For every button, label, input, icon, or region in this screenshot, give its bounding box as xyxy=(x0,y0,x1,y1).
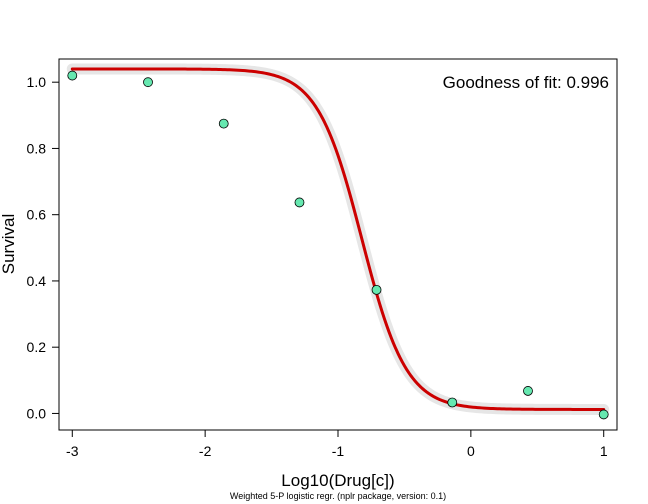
y-tick-label: 0.8 xyxy=(27,140,47,156)
data-point xyxy=(294,197,305,208)
x-tick-label: 0 xyxy=(467,443,475,459)
y-axis: 0.0 0.2 0.4 0.6 0.8 1.0 xyxy=(27,74,60,421)
data-points xyxy=(67,70,609,420)
y-tick-label: 0.4 xyxy=(27,273,47,289)
x-tick-label: -3 xyxy=(66,443,79,459)
x-tick-label: -2 xyxy=(199,443,212,459)
x-axis-title: Log10(Drug[c]) xyxy=(281,471,394,490)
confidence-band-shape xyxy=(66,63,610,415)
data-point xyxy=(598,409,609,420)
goodness-of-fit-annotation: Goodness of fit: 0.996 xyxy=(443,73,609,92)
y-tick-label: 0.6 xyxy=(27,207,47,223)
confidence-band xyxy=(66,63,610,415)
plot-frame xyxy=(58,58,618,431)
fit-curve xyxy=(70,67,606,411)
data-point xyxy=(371,284,382,295)
fit-curve-line xyxy=(70,67,606,411)
data-point xyxy=(67,70,78,81)
footnote: Weighted 5-P logistic regr. (nplr packag… xyxy=(230,491,446,501)
data-point xyxy=(447,397,458,408)
y-axis-title: Survival xyxy=(0,214,18,274)
x-axis: -3 -2 -1 0 1 xyxy=(66,429,608,459)
x-tick-label: -1 xyxy=(332,443,345,459)
y-tick-label: 0.2 xyxy=(27,339,47,355)
data-point xyxy=(143,77,153,88)
x-tick-label: 1 xyxy=(600,443,608,459)
data-point xyxy=(218,118,229,129)
y-tick-label: 0.0 xyxy=(27,405,47,421)
data-point xyxy=(523,386,533,396)
y-tick-label: 1.0 xyxy=(27,74,47,90)
